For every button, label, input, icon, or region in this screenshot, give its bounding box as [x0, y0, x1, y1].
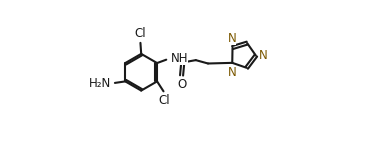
Text: NH: NH: [171, 52, 188, 65]
Text: H₂N: H₂N: [89, 77, 111, 90]
Text: N: N: [259, 49, 267, 62]
Text: N: N: [228, 66, 237, 79]
Text: O: O: [177, 78, 186, 91]
Text: Cl: Cl: [158, 94, 170, 107]
Text: N: N: [227, 32, 236, 45]
Text: Cl: Cl: [135, 27, 146, 40]
